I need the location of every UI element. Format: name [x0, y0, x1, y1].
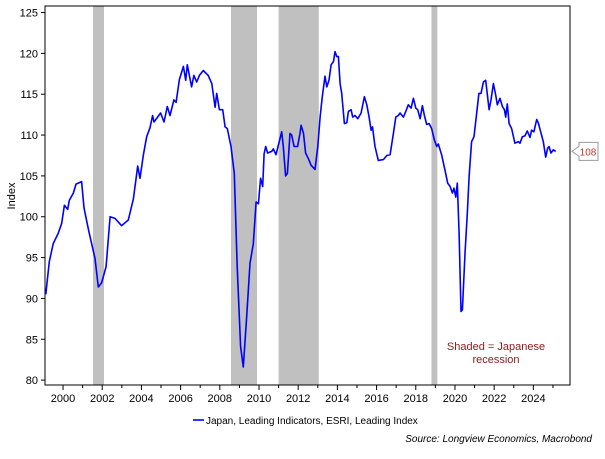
- y-tick-label: 110: [20, 130, 38, 142]
- recession-band: [93, 6, 104, 385]
- x-tick-label: 2012: [286, 393, 310, 405]
- last-value-callout: 108: [571, 141, 599, 161]
- y-tick-label: 105: [20, 171, 38, 183]
- y-tick-label: 95: [26, 253, 38, 265]
- x-tick-label: 2014: [325, 393, 349, 405]
- recession-band: [278, 6, 319, 385]
- x-tick-label: 2002: [90, 393, 114, 405]
- y-axis: 80 85 90 95 100 105 110 115 120 125: [20, 8, 45, 387]
- x-tick-label: 2004: [129, 393, 153, 405]
- plot-area-border: [44, 5, 571, 386]
- x-tick-label: 2024: [521, 393, 545, 405]
- annotation-line-1: Shaded = Japanese: [447, 341, 545, 353]
- y-tick-label: 125: [20, 8, 38, 20]
- x-tick-label: 2016: [364, 393, 388, 405]
- x-tick-label: 2018: [404, 393, 428, 405]
- source-note: Source: Longview Economics, Macrobond: [405, 434, 592, 445]
- callout-box: [571, 141, 599, 161]
- y-tick-label: 90: [26, 293, 38, 305]
- annotation: Shaded = Japanese recession: [447, 341, 545, 366]
- x-tick-label: 2022: [482, 393, 506, 405]
- x-tick-label: 2008: [208, 393, 232, 405]
- y-tick-label: 85: [26, 334, 38, 346]
- recession-band: [431, 6, 438, 385]
- annotation-line-2: recession: [472, 354, 519, 366]
- y-tick-label: 115: [20, 89, 38, 101]
- x-tick-label: 2020: [443, 393, 467, 405]
- x-tick-label: 2006: [168, 393, 192, 405]
- series-line-japan-leading-index: [45, 50, 557, 368]
- legend: Japan, Leading Indicators, ESRI, Leading…: [193, 416, 418, 427]
- y-axis-label: Index: [6, 182, 18, 209]
- y-tick-label: 120: [20, 48, 38, 60]
- x-axis: 2000 2002 2004 2006 2008 2010 2012 2014 2016 2018…: [51, 385, 554, 405]
- legend-label: Japan, Leading Indicators, ESRI, Leading…: [206, 416, 418, 427]
- callout-value: 108: [580, 147, 597, 158]
- y-tick-label: 100: [20, 212, 38, 224]
- recession-shading: [93, 6, 438, 385]
- y-tick-label: 80: [26, 375, 38, 387]
- x-tick-label: 2000: [51, 393, 75, 405]
- x-tick-label: 2010: [247, 393, 271, 405]
